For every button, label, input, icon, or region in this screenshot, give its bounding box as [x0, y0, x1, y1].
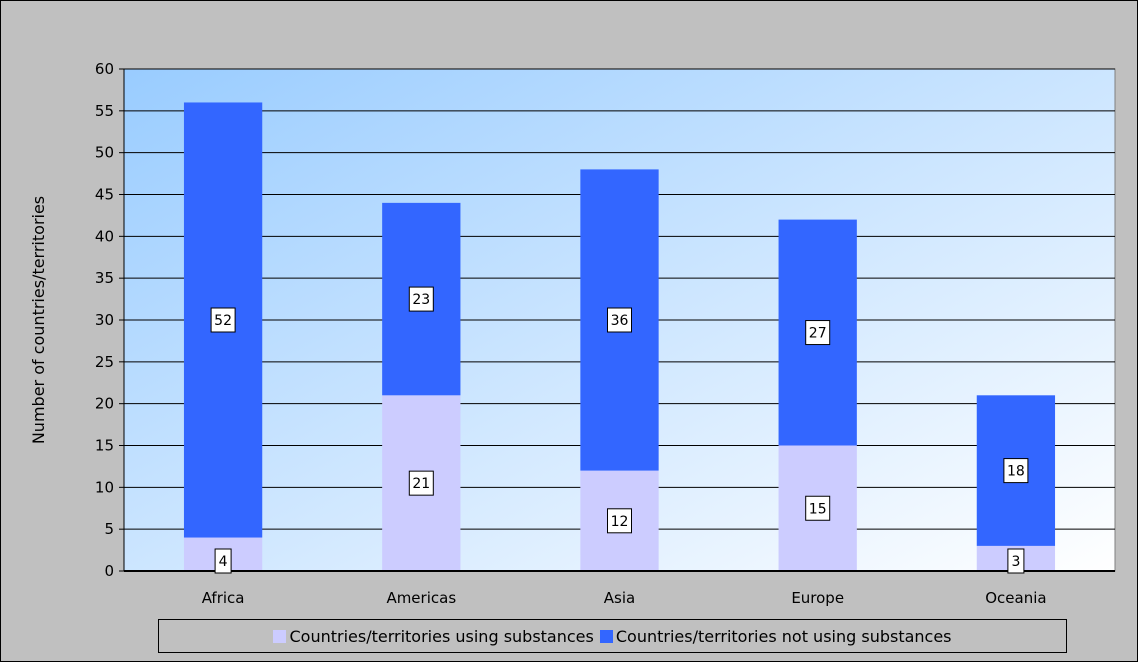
y-tick-label: 30 [95, 311, 114, 329]
data-label-box [805, 320, 831, 346]
data-label-text: 23 [412, 292, 430, 308]
x-tick-label: Asia [604, 589, 635, 607]
data-label-box [805, 495, 831, 521]
data-label-text: 21 [412, 476, 430, 492]
legend: Countries/territories using substances C… [158, 619, 1067, 653]
data-label-text: 18 [1007, 464, 1025, 480]
y-tick-label: 45 [95, 186, 114, 204]
x-tick-labels: Africa Americas Asia Europe Oceania [202, 589, 1047, 607]
y-tick-label: 50 [95, 144, 114, 162]
data-label-americas-series-0: 21 [408, 470, 434, 496]
legend-label-not-using: Countries/territories not using substanc… [615, 626, 952, 646]
data-label-americas-series-1: 23 [408, 286, 434, 312]
data-label-box [408, 286, 434, 312]
data-label-text: 36 [611, 313, 629, 329]
y-tick-label: 5 [104, 520, 114, 538]
data-label-text: 15 [809, 501, 827, 517]
data-label-europe-series-0: 15 [805, 495, 831, 521]
y-tick-label: 60 [95, 60, 114, 78]
legend-label-using: Countries/territories using substances [289, 626, 594, 646]
data-label-asia-series-0: 12 [607, 508, 632, 534]
data-label-europe-series-1: 27 [805, 320, 831, 346]
y-axis-title: Number of countries/territories [29, 196, 48, 444]
data-label-text: 3 [1011, 554, 1020, 570]
data-label-box [607, 307, 632, 333]
data-label-box [607, 508, 632, 534]
legend-swatch-using [273, 629, 287, 643]
data-label-oceania-series-1: 18 [1003, 458, 1029, 484]
x-tick-label: Africa [202, 589, 245, 607]
y-tick-label: 40 [95, 227, 114, 245]
y-tick-label: 20 [95, 395, 114, 413]
y-tick-label: 25 [95, 353, 114, 371]
data-label-text: 12 [611, 514, 629, 530]
x-tick-label: Europe [791, 589, 844, 607]
y-tick-labels: 0 5 10 15 20 25 30 35 40 45 50 55 60 [95, 60, 114, 580]
data-label-asia-series-1: 36 [607, 307, 632, 333]
y-tick-label: 15 [95, 437, 114, 455]
axes [123, 69, 1115, 572]
data-label-text: 52 [214, 313, 232, 329]
x-tick-label: Americas [386, 589, 456, 607]
y-tick-label: 0 [104, 562, 114, 580]
data-label-text: 27 [809, 326, 827, 342]
data-labels: 4 52 21 23 12 36 15 27 3 18 [210, 286, 1029, 574]
y-tick-label: 10 [95, 478, 114, 496]
x-tick-label: Oceania [985, 589, 1046, 607]
data-label-box [1003, 458, 1029, 484]
data-label-africa-series-0: 4 [214, 548, 232, 574]
data-label-box [214, 548, 232, 574]
y-tick-label: 55 [95, 102, 114, 120]
legend-item-using: Countries/territories using substances [273, 626, 594, 646]
legend-swatch-not-using [599, 629, 613, 643]
legend-item-not-using: Countries/territories not using substanc… [599, 626, 952, 646]
data-label-box [1007, 548, 1025, 574]
data-label-oceania-series-0: 3 [1007, 548, 1025, 574]
data-label-box [210, 307, 236, 333]
y-tick-label: 35 [95, 269, 114, 287]
data-label-text: 4 [219, 554, 228, 570]
data-label-africa-series-1: 52 [210, 307, 236, 333]
data-label-box [408, 470, 434, 496]
